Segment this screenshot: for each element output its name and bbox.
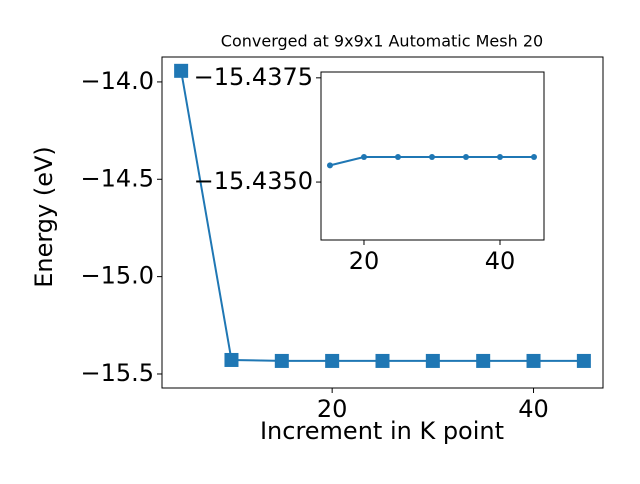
y-tick-label: −15.4350 [194, 167, 313, 195]
marker [531, 154, 538, 161]
series-line [180, 70, 584, 362]
plot-area [161, 56, 604, 389]
y-tick-label: −14.0 [80, 67, 154, 95]
y-tick-label: −15.4375 [194, 63, 313, 91]
plot-area [320, 71, 545, 241]
marker [476, 353, 491, 368]
y-axis-label: Energy (eV) [30, 146, 58, 288]
x-tick-label: 40 [518, 395, 549, 423]
marker [375, 353, 390, 368]
marker [462, 154, 469, 161]
y-tick-label: −14.5 [80, 164, 154, 192]
x-axis-label: Increment in K point [260, 417, 504, 445]
marker [326, 162, 333, 169]
marker [174, 63, 189, 78]
x-tick-label: 40 [485, 247, 516, 275]
marker [325, 353, 340, 368]
y-tick-label: −15.0 [80, 262, 154, 290]
x-tick-label: 20 [317, 395, 348, 423]
marker [360, 154, 367, 161]
marker [428, 154, 435, 161]
x-tick-label: 20 [349, 247, 380, 275]
marker [496, 154, 503, 161]
marker [394, 154, 401, 161]
y-tick-label: −15.5 [80, 359, 154, 387]
marker [425, 353, 440, 368]
marker [576, 353, 591, 368]
chart-title: Converged at 9x9x1 Automatic Mesh 20 [221, 32, 543, 51]
marker [526, 353, 541, 368]
marker [274, 353, 289, 368]
marker [224, 352, 239, 367]
